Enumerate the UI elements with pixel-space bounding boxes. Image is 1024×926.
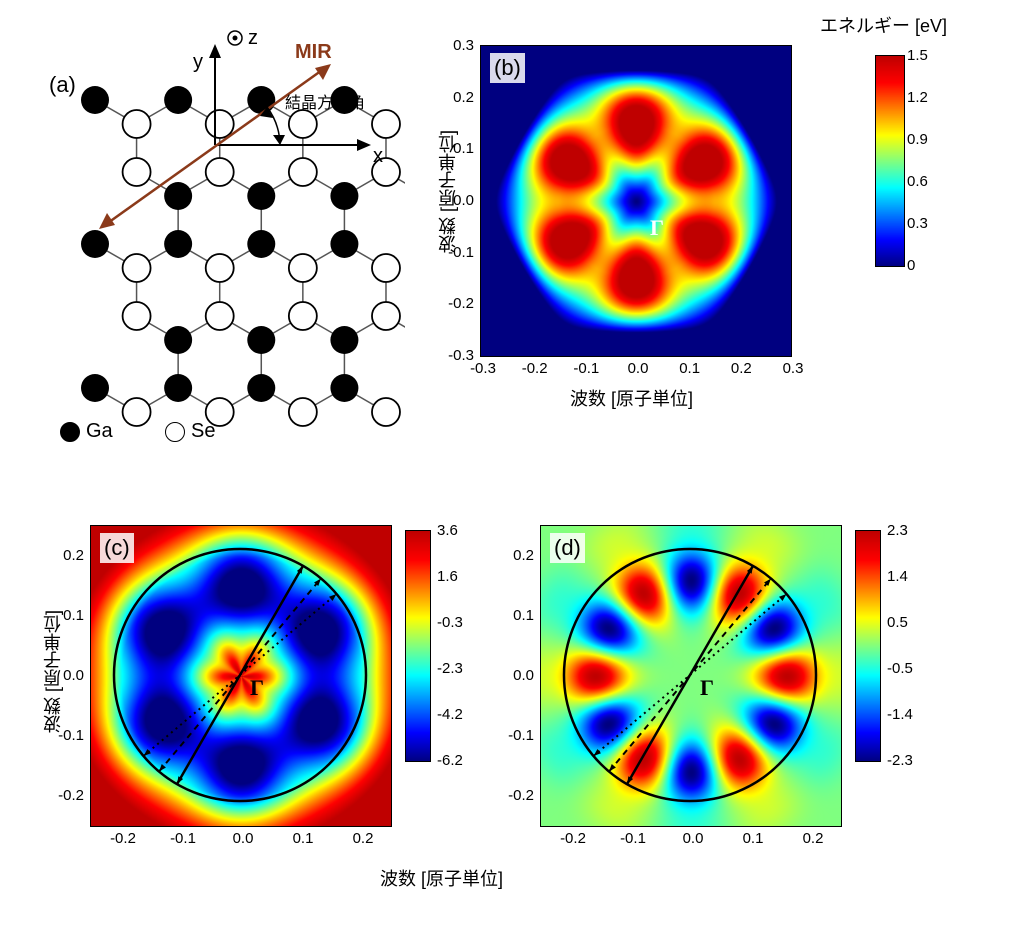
angle-label: 結晶方位角 [285, 94, 365, 112]
mir-label: MIR [295, 41, 332, 63]
colorbar-tick: -2.3 [887, 752, 913, 769]
colorbar-tick: -1.4 [887, 706, 913, 723]
panel-a-label: (a) [45, 70, 80, 100]
axis-tick: 0.0 [678, 830, 708, 847]
colorbar-tick: 0.5 [887, 614, 908, 631]
axis-tick: 0.1 [434, 140, 474, 157]
legend-se: Se [165, 420, 215, 443]
axis-tick: 0.2 [798, 830, 828, 847]
colorbar-tick: 0 [907, 257, 915, 274]
heatmap-c [90, 525, 392, 827]
axis-tick: -0.2 [44, 787, 84, 804]
ga-legend-label: Ga [86, 420, 113, 443]
axis-tick: -0.1 [44, 727, 84, 744]
colorbar-tick: 0.9 [907, 131, 928, 148]
heatmap-b [480, 45, 792, 357]
axis-tick: -0.2 [434, 295, 474, 312]
axis-tick: 0.0 [228, 830, 258, 847]
colorbar-tick: 3.6 [437, 522, 458, 539]
colorbar-tick: -6.2 [437, 752, 463, 769]
colorbar-tick: 2.3 [887, 522, 908, 539]
colorbar-tick: 1.6 [437, 568, 458, 585]
panel-a: z y x MIR 結晶方位角 (a) [25, 30, 405, 430]
colorbar-tick: -2.3 [437, 660, 463, 677]
axis-tick: 0.3 [434, 37, 474, 54]
axis-tick: 0.0 [44, 667, 84, 684]
se-icon [165, 422, 185, 442]
axis-tick: 0.0 [494, 667, 534, 684]
colorbar-tick: -0.5 [887, 660, 913, 677]
axis-tick: 0.0 [623, 360, 653, 377]
x-label: x [373, 145, 383, 167]
axis-tick: -0.2 [494, 787, 534, 804]
z-label: z [248, 30, 258, 49]
axis-tick: 0.2 [348, 830, 378, 847]
panel-c: Γ (c) [90, 525, 390, 825]
colorbar-tick: -4.2 [437, 706, 463, 723]
colorbar-tick: 1.4 [887, 568, 908, 585]
panel-d-label: (d) [550, 533, 585, 563]
axis-tick: 0.3 [778, 360, 808, 377]
axis-tick: 0.1 [494, 607, 534, 624]
colorbar-tick: -0.3 [437, 614, 463, 631]
y-label: y [193, 51, 203, 73]
axis-tick: -0.1 [494, 727, 534, 744]
axis-tick: -0.2 [108, 830, 138, 847]
axis-tick: 0.2 [726, 360, 756, 377]
legend-ga: Ga [60, 420, 113, 443]
colorbar-b-title: エネルギー [eV] [820, 12, 947, 38]
panel-cd-xlabel: 波数 [原子単位] [380, 865, 503, 891]
axis-tick: -0.2 [520, 360, 550, 377]
heatmap-d [540, 525, 842, 827]
axis-tick: -0.2 [558, 830, 588, 847]
ga-icon [60, 422, 80, 442]
colorbar-tick: 1.5 [907, 47, 928, 64]
axis-tick: 0.1 [675, 360, 705, 377]
axis-tick: -0.1 [168, 830, 198, 847]
axis-tick: 0.2 [494, 547, 534, 564]
lattice-svg: z y x MIR 結晶方位角 [25, 30, 405, 430]
axis-tick: 0.2 [44, 547, 84, 564]
axis-tick: -0.1 [571, 360, 601, 377]
panel-b-label: (b) [490, 53, 525, 83]
colorbar-tick: 1.2 [907, 89, 928, 106]
panel-d: Γ (d) [540, 525, 840, 825]
axis-tick: -0.3 [434, 347, 474, 364]
axis-tick: 0.1 [288, 830, 318, 847]
se-legend-label: Se [191, 420, 215, 443]
axis-tick: -0.1 [618, 830, 648, 847]
colorbar-b [875, 55, 905, 267]
panel-c-label: (c) [100, 533, 134, 563]
panel-b: Γ (b) [480, 45, 790, 355]
axis-tick: 0.1 [738, 830, 768, 847]
colorbar-d [855, 530, 881, 762]
axis-tick: -0.1 [434, 244, 474, 261]
figure-container: z y x MIR 結晶方位角 (a) [0, 0, 1024, 926]
colorbar-tick: 0.6 [907, 173, 928, 190]
panel-b-xlabel: 波数 [原子単位] [570, 385, 693, 411]
axis-tick: 0.0 [434, 192, 474, 209]
colorbar-tick: 0.3 [907, 215, 928, 232]
colorbar-c [405, 530, 431, 762]
axis-tick: 0.2 [434, 89, 474, 106]
axis-tick: 0.1 [44, 607, 84, 624]
